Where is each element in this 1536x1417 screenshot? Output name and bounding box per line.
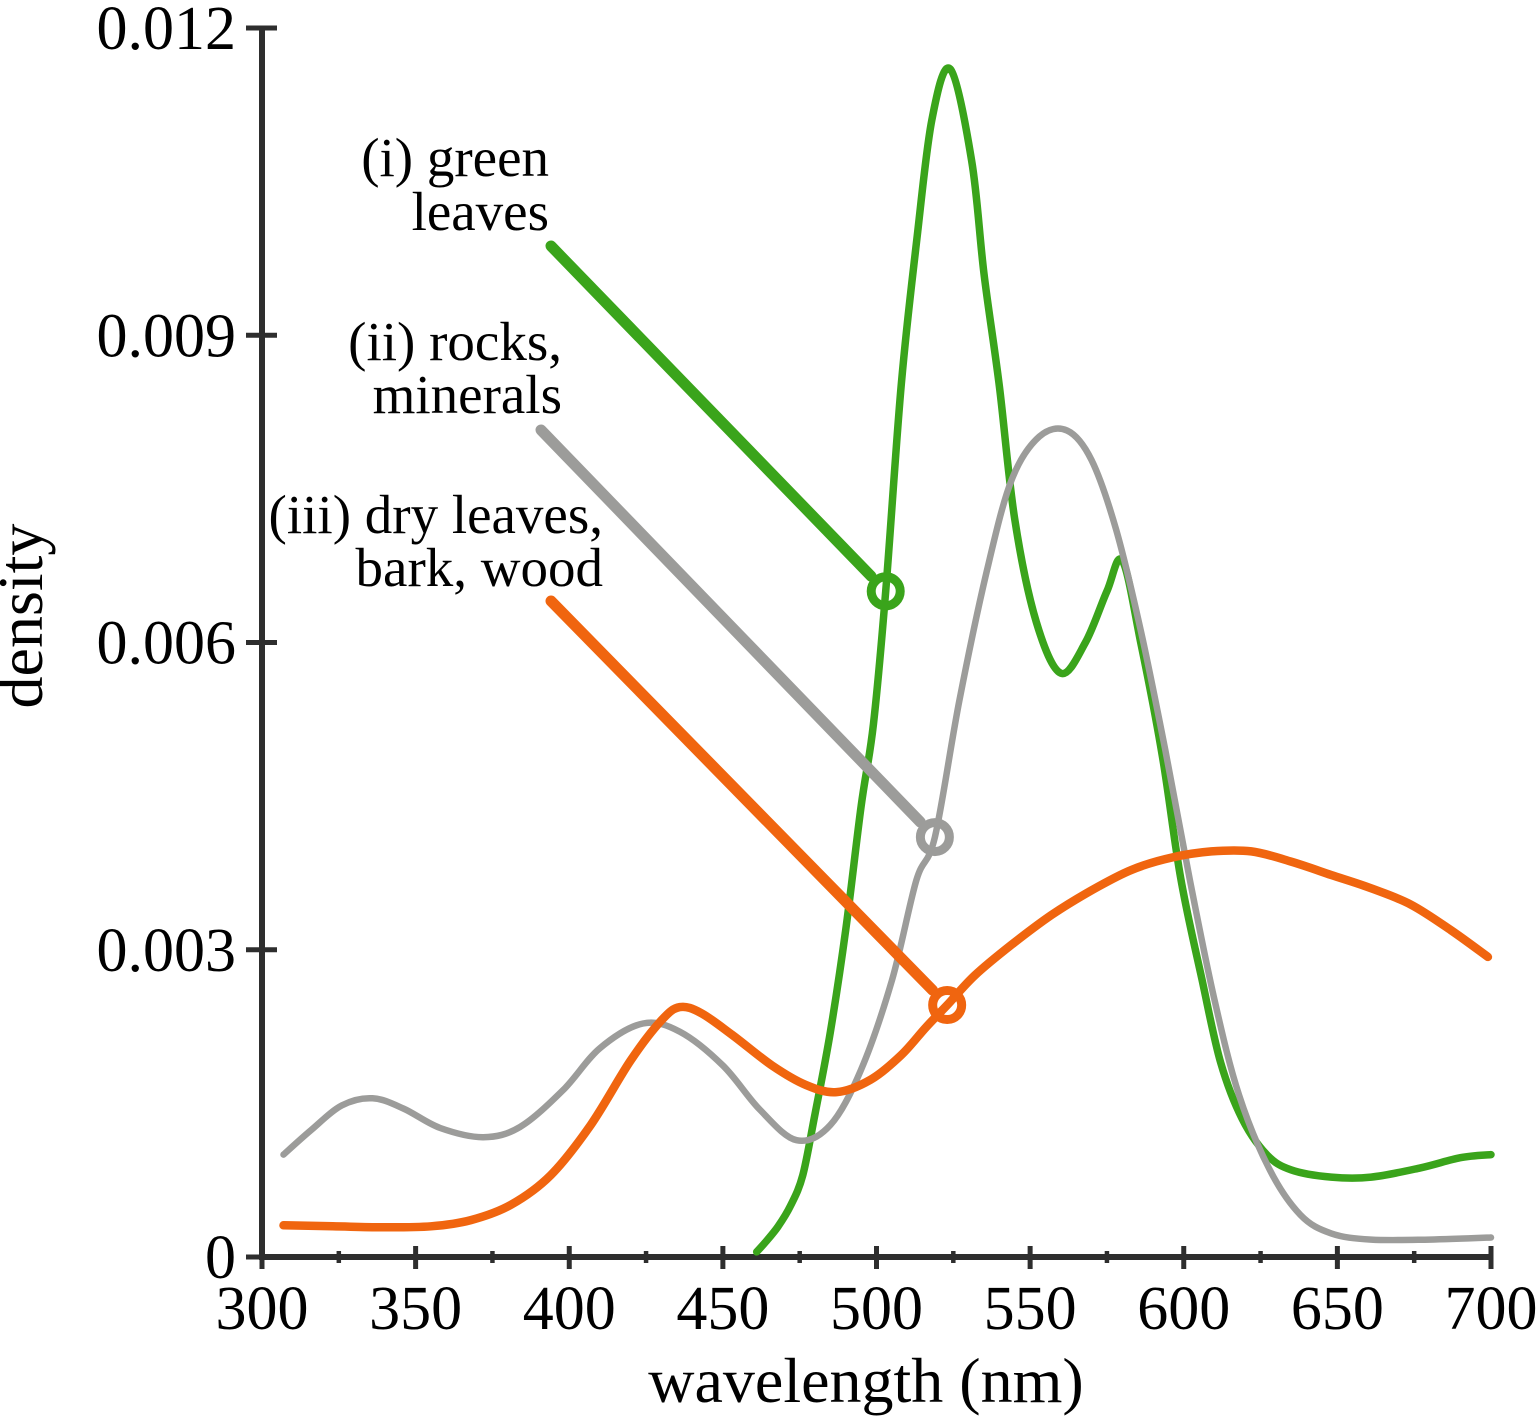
callout-group	[535, 240, 967, 1025]
x-tick-label: 650	[1291, 1275, 1384, 1343]
legend-label-i-green-leaves-line2: leaves	[412, 181, 549, 242]
leader-line-ii-rocks-minerals	[535, 424, 926, 828]
leader-line-i-green-leaves	[545, 240, 877, 582]
legend-label-iii-dry-leaves-bark-wood-line2: bark, wood	[356, 537, 603, 598]
legend-label-ii-rocks-minerals-line2: minerals	[373, 364, 562, 425]
legend-label-ii-rocks-minerals-line1: (ii) rocks,	[348, 311, 562, 372]
x-tick-label: 700	[1445, 1275, 1536, 1343]
marker-circle-i-green-leaves	[866, 572, 905, 611]
series-group	[279, 64, 1495, 1256]
legend-label-i-green-leaves-line1: (i) green	[361, 127, 549, 188]
y-tick-label: 0	[205, 1224, 236, 1292]
legend-label-iii-dry-leaves-bark-wood-line1: (iii) dry leaves,	[269, 484, 603, 545]
curve-ii-rocks-minerals	[280, 425, 1495, 1244]
y-axis-title: density	[0, 524, 56, 709]
marker-circle-ii-rocks-minerals	[915, 818, 954, 857]
axes-group: 0 0.003 0.006 0.009 0.012 300 350 400 450 500 550 6…	[97, 0, 1536, 1343]
curve-i-green-leaves	[752, 64, 1495, 1256]
y-tick-label: 0.012	[97, 0, 237, 63]
x-tick-label: 600	[1137, 1275, 1230, 1343]
x-tick-label: 450	[676, 1275, 769, 1343]
x-tick-label: 400	[523, 1275, 616, 1343]
x-axis-title: wavelength (nm)	[648, 1345, 1083, 1416]
x-tick-label: 350	[369, 1275, 462, 1343]
y-tick-label: 0.006	[97, 610, 237, 678]
marker-circle-iii-dry-leaves-bark-wood	[928, 986, 967, 1025]
leader-line-iii-dry-leaves-bark-wood	[545, 595, 938, 996]
curve-iii-dry-leaves-bark-wood	[279, 846, 1493, 1232]
x-tick-label: 500	[830, 1275, 923, 1343]
x-tick-label: 550	[984, 1275, 1077, 1343]
y-tick-label: 0.009	[97, 302, 237, 370]
y-tick-label: 0.003	[97, 917, 237, 985]
x-tick-label: 300	[216, 1275, 309, 1343]
